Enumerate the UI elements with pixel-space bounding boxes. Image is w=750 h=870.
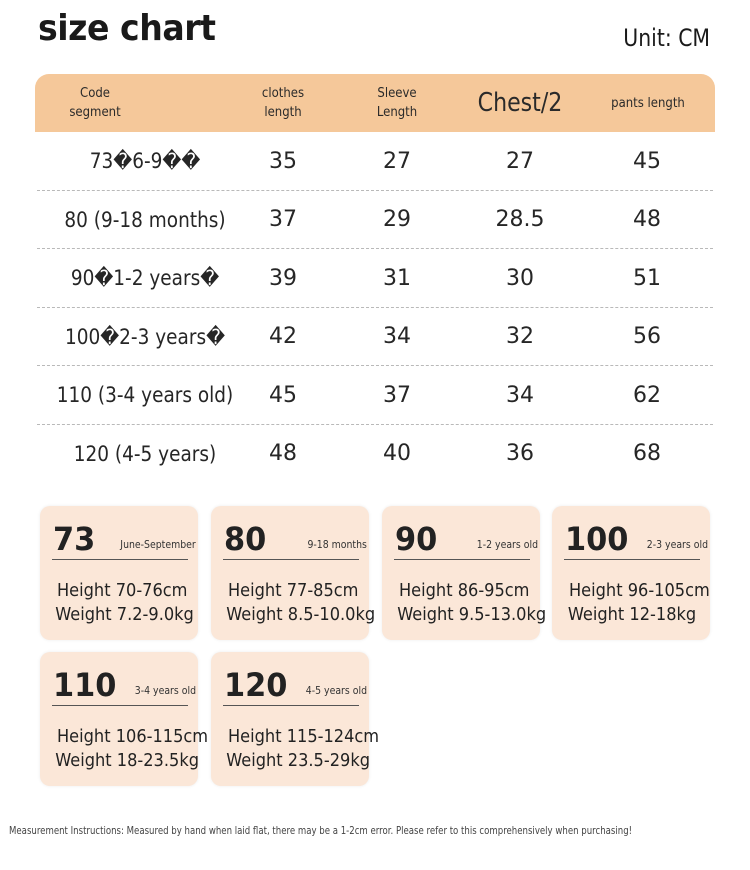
measurement-footnote: Measurement Instructions: Measured by ha… [9, 824, 633, 837]
size-card-110: 110 3-4 years old Height 106-115cm Weigh… [40, 652, 209, 786]
row-clothes-length: 35 [269, 148, 297, 174]
card-age: 2-3 years old [646, 538, 708, 551]
size-card-100: 100 2-3 years old Height 96-105cm Weight… [552, 506, 710, 640]
row-chest: 32 [506, 324, 534, 349]
row-clothes-length: 39 [269, 265, 297, 291]
unit-label: Unit: CM [623, 24, 710, 52]
card-age: 4-5 years old [305, 684, 367, 697]
card-weight: Weight 9.5-13.0kg [397, 604, 547, 625]
card-height: Height 70-76cm [57, 580, 188, 601]
card-divider [223, 559, 359, 560]
size-card-120: 120 4-5 years old Height 115-124cm Weigh… [211, 652, 380, 786]
card-divider [52, 705, 188, 706]
size-card-73: 73 June-September Height 70-76cm Weight … [40, 506, 198, 640]
card-height: Height 96-105cm [569, 580, 710, 601]
row-chest: 30 [506, 265, 534, 291]
header-code-segment: Code segment [69, 86, 121, 120]
row-chest: 34 [506, 382, 534, 408]
table-row: 73�6-9�� 35 27 27 45 [35, 132, 715, 191]
row-code: 100�2-3 years� [64, 324, 226, 349]
row-sleeve-length: 27 [383, 148, 411, 174]
card-height: Height 115-124cm [228, 726, 380, 747]
row-code: 120 (4-5 years) [73, 441, 217, 466]
row-chest: 27 [506, 148, 534, 174]
table-row: 110 (3-4 years old) 45 37 34 62 [35, 366, 715, 425]
row-code: 73�6-9�� [89, 149, 201, 173]
card-age: June-September [120, 538, 196, 551]
card-size: 100 [565, 520, 629, 558]
row-clothes-length: 48 [269, 441, 297, 466]
card-age: 9-18 months [307, 538, 367, 551]
row-pants-length: 68 [633, 441, 661, 466]
card-height: Height 86-95cm [399, 580, 530, 601]
card-weight: Weight 23.5-29kg [226, 750, 370, 771]
header-sleeve-length: Sleeve Length [376, 86, 418, 120]
table-row: 100�2-3 years� 42 34 32 56 [35, 308, 715, 367]
card-size: 80 [224, 520, 267, 558]
row-pants-length: 62 [633, 382, 661, 408]
card-size: 90 [395, 520, 438, 558]
row-clothes-length: 42 [269, 324, 297, 349]
card-weight: Weight 12-18kg [567, 604, 697, 625]
card-size: 110 [53, 666, 117, 704]
card-divider [52, 559, 188, 560]
row-sleeve-length: 37 [383, 382, 411, 408]
row-clothes-length: 45 [269, 382, 297, 408]
row-sleeve-length: 31 [383, 265, 411, 291]
row-sleeve-length: 29 [383, 207, 411, 232]
card-weight: Weight 7.2-9.0kg [55, 604, 194, 625]
card-size: 120 [224, 666, 288, 704]
card-weight: Weight 18-23.5kg [55, 750, 199, 771]
row-code: 90�1-2 years� [70, 266, 220, 290]
row-chest: 36 [506, 441, 534, 466]
row-pants-length: 48 [633, 207, 661, 232]
header-pants-length: pants length [611, 95, 685, 111]
size-card-80: 80 9-18 months Height 77-85cm Weight 8.5… [211, 506, 376, 640]
card-age: 3-4 years old [134, 684, 196, 697]
card-weight: Weight 8.5-10.0kg [226, 604, 376, 625]
card-height: Height 77-85cm [228, 580, 359, 601]
table-row: 90�1-2 years� 39 31 30 51 [35, 249, 715, 308]
table-header: Code segment clothes length Sleeve Lengt… [35, 74, 715, 132]
row-pants-length: 56 [633, 324, 661, 349]
row-clothes-length: 37 [269, 207, 297, 232]
card-divider [394, 559, 530, 560]
size-card-90: 90 1-2 years old Height 86-95cm Weight 9… [382, 506, 547, 640]
card-height: Height 106-115cm [57, 726, 209, 747]
row-pants-length: 51 [633, 265, 661, 291]
page-title: size chart [38, 8, 216, 49]
row-code: 80 (9-18 months) [64, 207, 226, 232]
table-row: 80 (9-18 months) 37 29 28.5 48 [35, 191, 715, 250]
header-clothes-length: clothes length [261, 86, 305, 120]
row-pants-length: 45 [633, 148, 661, 174]
card-size: 73 [53, 520, 96, 558]
header-chest: Chest/2 [477, 87, 563, 118]
table-row: 120 (4-5 years) 48 40 36 68 [35, 425, 715, 484]
row-sleeve-length: 40 [383, 441, 411, 466]
row-sleeve-length: 34 [383, 324, 411, 349]
card-age: 1-2 years old [476, 538, 538, 551]
card-divider [564, 559, 700, 560]
row-chest: 28.5 [495, 207, 545, 232]
row-code: 110 (3-4 years old) [56, 383, 234, 407]
card-divider [223, 705, 359, 706]
size-table: Code segment clothes length Sleeve Lengt… [35, 74, 715, 483]
